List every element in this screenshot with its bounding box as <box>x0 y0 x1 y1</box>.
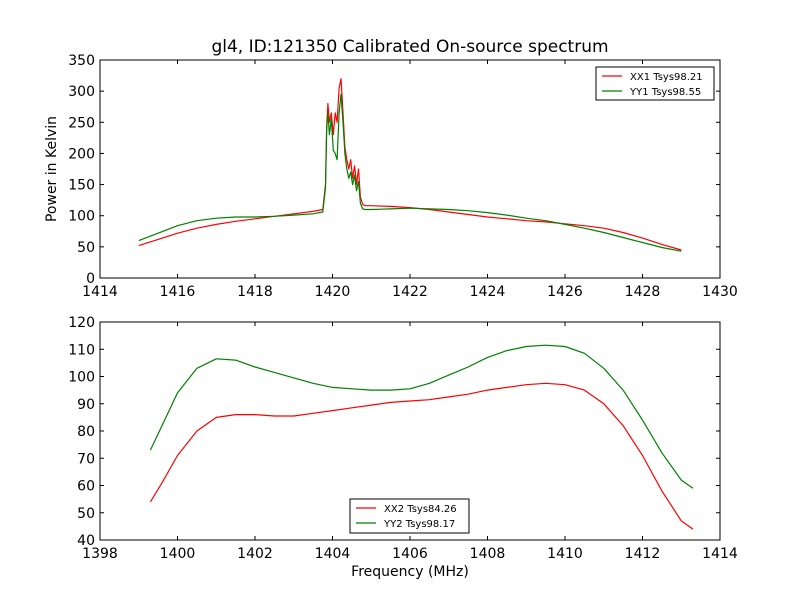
y-tick-label: 350 <box>68 53 95 69</box>
y-tick-label: 120 <box>68 315 95 331</box>
y-tick-label: 0 <box>86 271 95 287</box>
x-tick-label: 1428 <box>625 284 661 300</box>
x-axis-label: Frequency (MHz) <box>351 564 469 580</box>
chart-title: gl4, ID:121350 Calibrated On-source spec… <box>211 37 608 57</box>
x-tick-label: 1414 <box>702 546 738 562</box>
series-line-2 <box>138 93 682 252</box>
top-plot: 1414 1416 1418 1420 1422 1424 1426 1428 1430 0 50 1… <box>68 53 738 300</box>
legend-box <box>349 498 470 534</box>
x-tick-label: 1398 <box>82 546 118 562</box>
x-tick-label: 1408 <box>470 546 506 562</box>
x-tick-label: 1418 <box>237 284 273 300</box>
y-tick-label: 50 <box>77 240 95 256</box>
legend-entry: XX1 Tsys98.21 <box>630 72 703 83</box>
x-tick-label: 1420 <box>315 284 351 300</box>
y-tick-label: 150 <box>68 178 95 194</box>
x-tick-label: 1426 <box>547 284 583 300</box>
y-tick-label: 250 <box>68 115 95 131</box>
y-axis-label: Power in Kelvin <box>44 116 60 222</box>
x-tick-label: 1422 <box>392 284 428 300</box>
series-line-2 <box>149 344 694 489</box>
x-tick-label: 1404 <box>315 546 351 562</box>
series-line-1 <box>138 78 682 251</box>
x-tick-label: 1410 <box>547 546 583 562</box>
bottom-plot: 1398 1400 1402 1404 1406 1408 1410 1412 1414 40 50… <box>68 315 738 562</box>
y-tick-label: 100 <box>68 370 95 386</box>
y-tick-label: 90 <box>77 397 95 413</box>
x-tick-label: 1406 <box>392 546 428 562</box>
legend-entry: YY2 Tsys98.17 <box>383 519 455 530</box>
legend-entry: YY1 Tsys98.55 <box>629 87 701 98</box>
x-tick-label: 1430 <box>702 284 738 300</box>
x-tick-label: 1414 <box>82 284 118 300</box>
x-tick-label: 1424 <box>470 284 506 300</box>
x-tick-label: 1400 <box>160 546 196 562</box>
y-tick-label: 40 <box>77 533 95 549</box>
x-tick-label: 1412 <box>625 546 661 562</box>
y-tick-label: 200 <box>68 146 95 162</box>
legend-entry: XX2 Tsys84.26 <box>384 504 457 515</box>
y-tick-label: 110 <box>68 342 95 358</box>
x-tick-label: 1402 <box>237 546 273 562</box>
legend-box <box>595 66 715 101</box>
y-tick-label: 70 <box>77 451 95 467</box>
y-tick-label: 50 <box>77 506 95 522</box>
y-tick-label: 60 <box>77 479 95 495</box>
y-tick-label: 80 <box>77 424 95 440</box>
y-tick-label: 100 <box>68 209 95 225</box>
x-tick-label: 1416 <box>160 284 196 300</box>
y-tick-label: 300 <box>68 84 95 100</box>
series-line-1 <box>149 382 694 530</box>
